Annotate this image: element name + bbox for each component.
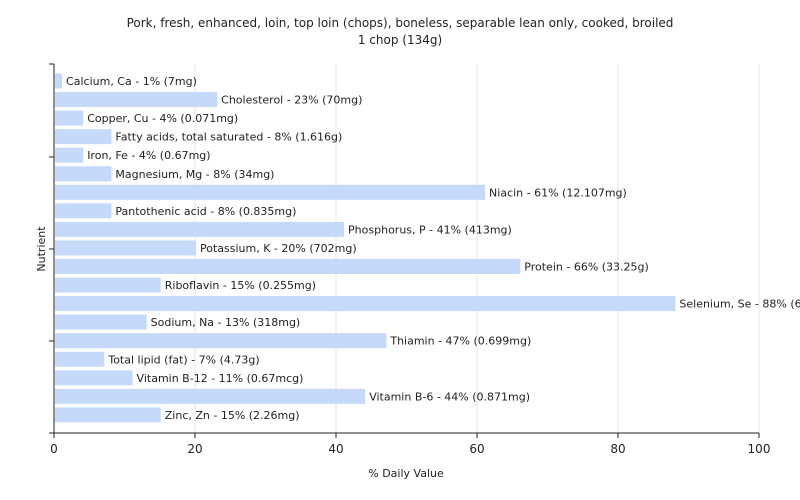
bar-14 (55, 314, 147, 330)
axes (49, 63, 759, 434)
bar-label-17: Vitamin B-12 - 11% (0.67mcg) (137, 372, 304, 385)
x-tick-label-0: 0 (50, 442, 58, 456)
bar-18 (55, 388, 366, 404)
bar-label-1: Calcium, Ca - 1% (7mg) (66, 75, 197, 88)
bar-17 (55, 370, 133, 386)
bar-label-19: Zinc, Zn - 15% (2.26mg) (165, 409, 300, 422)
bar-label-14: Sodium, Na - 13% (318mg) (151, 316, 301, 329)
grid-lines (194, 64, 760, 433)
bar-6 (55, 166, 112, 182)
bar-label-12: Riboflavin - 15% (0.255mg) (165, 279, 316, 292)
bar-label-9: Phosphorus, P - 41% (413mg) (348, 223, 512, 236)
bar-label-7: Niacin - 61% (12.107mg) (489, 186, 627, 199)
bar-9 (55, 221, 345, 237)
bar-4 (55, 129, 112, 145)
bar-5 (55, 147, 84, 163)
bar-7 (55, 184, 486, 200)
y-axis-label: Nutrient (35, 226, 48, 272)
bar-labels: Calcium, Ca - 1% (7mg) Cholesterol - 23% … (66, 75, 800, 422)
bar-10 (55, 240, 196, 256)
bar-label-4: Fatty acids, total saturated - 8% (1.616… (115, 131, 342, 144)
bar-15 (55, 333, 387, 349)
bar-label-18: Vitamin B-6 - 44% (0.871mg) (369, 390, 530, 403)
x-axis-label: % Daily Value (368, 467, 444, 480)
x-tick-label-3: 60 (469, 442, 484, 456)
x-tick-label-1: 20 (187, 442, 202, 456)
bar-label-6: Magnesium, Mg - 8% (34mg) (115, 168, 274, 181)
bar-11 (55, 259, 521, 274)
bar-label-13: Selenium, Se - 88% (61.6mcg) (679, 298, 800, 311)
bars (55, 73, 676, 423)
x-tick-label-5: 100 (748, 442, 771, 456)
bar-19 (55, 407, 161, 423)
x-tick-label-2: 40 (328, 442, 343, 456)
bar-16 (55, 351, 105, 367)
bar-3 (55, 110, 84, 126)
bar-label-11: Protein - 66% (33.25g) (524, 261, 649, 274)
x-axis-ticks: 0 20 40 60 80 100 (50, 433, 770, 456)
bar-12 (55, 277, 161, 293)
bar-8 (55, 203, 112, 219)
bar-label-10: Potassium, K - 20% (702mg) (200, 242, 357, 255)
chart-subtitle: 1 chop (134g) (358, 33, 442, 47)
bar-label-5: Iron, Fe - 4% (0.67mg) (87, 149, 210, 162)
bar-1 (55, 73, 63, 89)
x-tick-label-4: 80 (610, 442, 625, 456)
bar-label-8: Pantothenic acid - 8% (0.835mg) (115, 205, 296, 218)
chart-title: Pork, fresh, enhanced, loin, top loin (c… (127, 16, 674, 30)
bar-13 (55, 296, 676, 312)
bar-label-15: Thiamin - 47% (0.699mg) (389, 335, 531, 348)
bar-label-3: Copper, Cu - 4% (0.071mg) (87, 112, 238, 125)
bar-label-2: Cholesterol - 23% (70mg) (221, 94, 362, 107)
bar-label-16: Total lipid (fat) - 7% (4.73g) (107, 353, 259, 366)
bar-2 (55, 92, 218, 108)
